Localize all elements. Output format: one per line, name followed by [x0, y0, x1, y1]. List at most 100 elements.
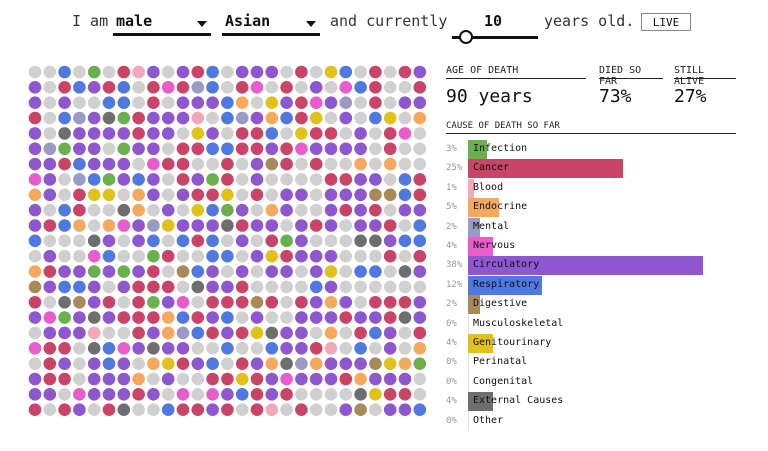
person-dot	[369, 65, 382, 79]
person-dot	[73, 188, 86, 202]
suffix-text: years old.	[544, 12, 635, 30]
person-dot	[235, 403, 249, 417]
cause-row: 25% Cancer	[446, 159, 746, 179]
person-dot	[176, 388, 190, 401]
person-dot	[235, 342, 249, 355]
person-dot	[398, 372, 412, 386]
person-dot	[295, 403, 308, 417]
age-slider-thumb[interactable]	[458, 30, 473, 44]
cause-row: 4% Genitourinary	[446, 334, 746, 353]
age-slider[interactable]	[452, 36, 538, 39]
person-dot	[339, 188, 353, 202]
person-dot	[250, 357, 264, 370]
person-dot	[87, 295, 101, 309]
person-dot	[235, 295, 249, 309]
person-dot	[117, 265, 131, 278]
person-dot	[250, 372, 264, 386]
person-dot	[383, 219, 397, 232]
live-button[interactable]: LIVE	[641, 13, 691, 31]
person-dot	[206, 326, 219, 340]
person-dot	[265, 357, 279, 370]
person-dot	[309, 219, 323, 232]
person-dot	[117, 111, 131, 125]
person-dot	[309, 203, 323, 217]
person-dot	[132, 311, 145, 324]
person-dot	[102, 173, 116, 186]
person-dot	[309, 342, 323, 355]
person-dot	[87, 342, 101, 355]
person-dot	[28, 173, 42, 186]
person-dot	[280, 157, 293, 171]
person-dot	[206, 249, 219, 263]
person-dot	[369, 203, 382, 217]
person-dot	[250, 326, 264, 340]
person-dot	[191, 188, 205, 202]
person-dot	[280, 173, 293, 186]
person-dot	[176, 265, 190, 278]
person-dot	[132, 203, 145, 217]
person-dot	[295, 142, 308, 156]
person-dot	[87, 219, 101, 232]
person-dot	[339, 357, 353, 370]
person-dot	[221, 96, 234, 109]
cause-row: 2% Mental	[446, 217, 746, 237]
person-dot	[369, 188, 382, 202]
person-dot	[309, 111, 323, 125]
person-dot	[43, 203, 57, 217]
person-dot	[206, 142, 219, 156]
person-dot	[383, 249, 397, 263]
person-dot	[28, 96, 42, 109]
person-dot	[383, 265, 397, 278]
person-dot	[132, 219, 145, 232]
chevron-down-icon	[197, 21, 207, 27]
person-dot	[398, 234, 412, 248]
race-select[interactable]: Asian	[222, 10, 320, 36]
person-dot	[58, 295, 71, 309]
person-dot	[102, 188, 116, 202]
person-dot	[295, 234, 308, 248]
person-dot	[339, 326, 353, 340]
person-dot	[73, 249, 86, 263]
cause-percent: 4%	[446, 241, 457, 251]
person-dot	[309, 326, 323, 340]
person-dot	[43, 157, 57, 171]
person-dot	[58, 157, 71, 171]
person-dot	[132, 127, 145, 140]
person-dot	[354, 173, 367, 186]
person-dot	[309, 234, 323, 248]
person-dot	[43, 357, 57, 370]
person-dot	[161, 188, 175, 202]
person-dot	[43, 326, 57, 340]
person-dot	[280, 357, 293, 370]
person-dot	[413, 295, 427, 309]
person-dot	[221, 157, 234, 171]
person-dot	[398, 280, 412, 294]
sex-select[interactable]: male	[113, 10, 211, 36]
person-dot	[339, 234, 353, 248]
person-dot	[295, 111, 308, 125]
person-dot	[43, 249, 57, 263]
person-dot	[73, 357, 86, 370]
person-dot	[191, 219, 205, 232]
person-dot	[295, 342, 308, 355]
person-dot	[250, 311, 264, 324]
cause-row: 4% Nervous	[446, 237, 746, 256]
person-dot	[369, 280, 382, 294]
person-dot	[413, 127, 427, 140]
person-dot	[250, 203, 264, 217]
person-dot	[280, 188, 293, 202]
person-dot	[383, 357, 397, 370]
person-dot	[309, 65, 323, 79]
person-dot	[102, 295, 116, 309]
dot-grid	[28, 65, 427, 417]
person-dot	[191, 142, 205, 156]
person-dot	[87, 81, 101, 94]
person-dot	[58, 280, 71, 294]
person-dot	[43, 342, 57, 355]
person-dot	[265, 388, 279, 401]
person-dot	[383, 65, 397, 79]
person-dot	[206, 372, 219, 386]
person-dot	[383, 326, 397, 340]
person-dot	[132, 295, 145, 309]
cause-row: 4% External Causes	[446, 392, 746, 412]
